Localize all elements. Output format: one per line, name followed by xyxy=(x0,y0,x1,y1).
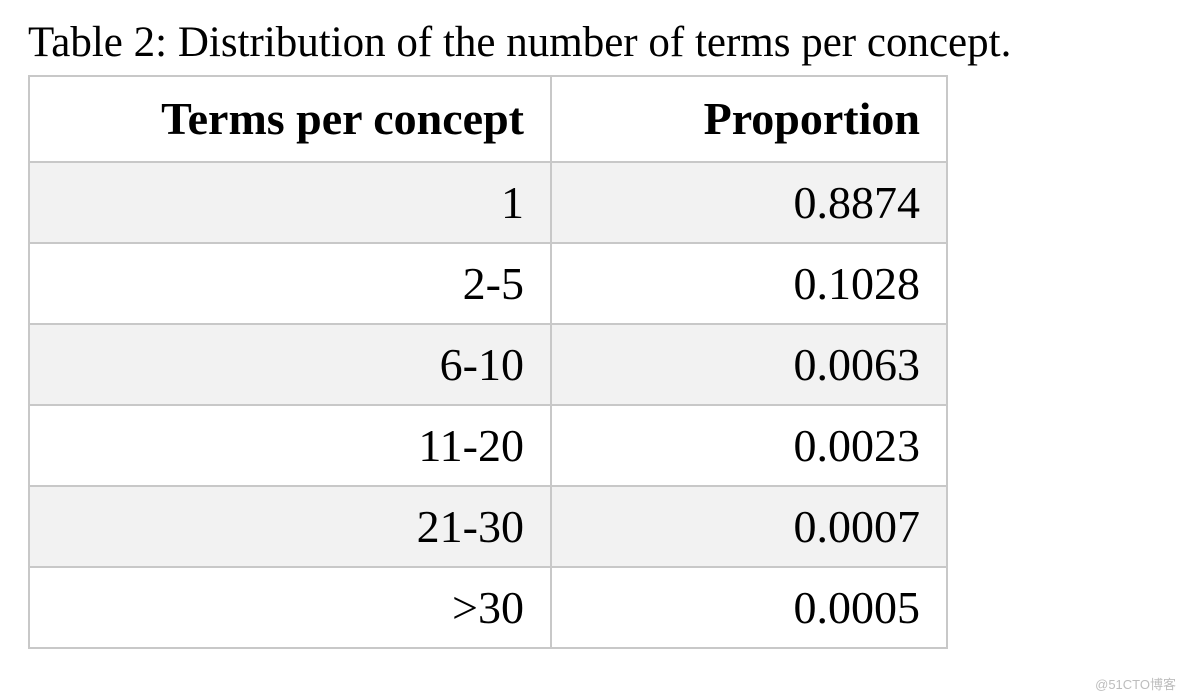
table-row: 21-30 0.0007 xyxy=(28,485,948,568)
cell-proportion: 0.0023 xyxy=(550,404,948,487)
distribution-table: Terms per concept Proportion 1 0.8874 2-… xyxy=(28,75,948,649)
cell-terms: 2-5 xyxy=(28,242,552,325)
table-caption: Table 2: Distribution of the number of t… xyxy=(28,19,1012,66)
cell-proportion: 0.1028 xyxy=(550,242,948,325)
table-row: 2-5 0.1028 xyxy=(28,242,948,325)
watermark: @51CTO博客 xyxy=(1095,677,1176,692)
cell-proportion: 0.0005 xyxy=(550,566,948,649)
header-proportion: Proportion xyxy=(550,75,948,163)
cell-terms: 21-30 xyxy=(28,485,552,568)
table-row: 11-20 0.0023 xyxy=(28,404,948,487)
cell-terms: 6-10 xyxy=(28,323,552,406)
table-header-row: Terms per concept Proportion xyxy=(28,75,948,163)
cell-terms: 11-20 xyxy=(28,404,552,487)
cell-terms: 1 xyxy=(28,161,552,244)
cell-terms: >30 xyxy=(28,566,552,649)
header-terms-per-concept: Terms per concept xyxy=(28,75,552,163)
table-row: 6-10 0.0063 xyxy=(28,323,948,406)
cell-proportion: 0.8874 xyxy=(550,161,948,244)
table-row: >30 0.0005 xyxy=(28,566,948,649)
table-row: 1 0.8874 xyxy=(28,161,948,244)
cell-proportion: 0.0007 xyxy=(550,485,948,568)
cell-proportion: 0.0063 xyxy=(550,323,948,406)
